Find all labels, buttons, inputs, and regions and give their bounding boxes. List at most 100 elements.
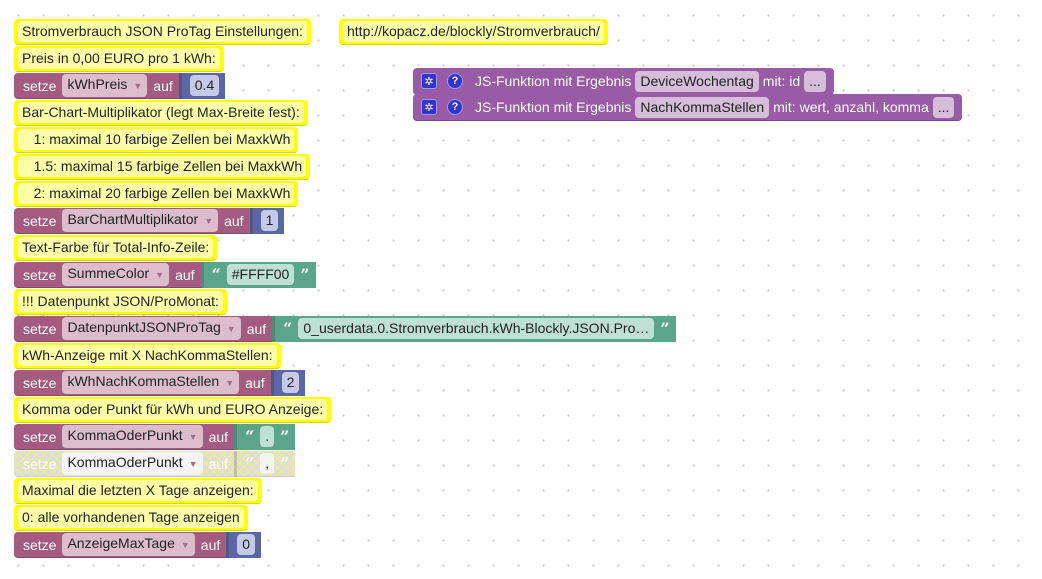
to-keyword: auf [153, 77, 173, 94]
variable-name: KommaOderPunkt [67, 427, 183, 443]
dropdown-arrow-icon: ▼ [188, 459, 198, 469]
text-block[interactable]: “, ” [234, 450, 295, 477]
comment-text[interactable]: Maximal die letzten X Tage anzeigen: [18, 480, 258, 501]
comment-text[interactable]: Text-Farbe für Total-Info-Zeile: [18, 237, 214, 258]
text-field[interactable]: #FFFF00 [226, 264, 295, 285]
variable-name: kWhNachKommaStellen [67, 373, 220, 389]
comment-text[interactable]: http://kopacz.de/blockly/Stromverbrauch/ [343, 21, 604, 42]
text-block[interactable]: “. ” [234, 423, 296, 450]
number-block[interactable]: 2 [270, 369, 306, 396]
function-params: mit: wert, anzahl, komma [773, 99, 929, 115]
open-quote-icon: “ [245, 454, 255, 473]
text-block[interactable]: “ #FFFF00 ” [200, 261, 316, 288]
set-keyword: setze [23, 212, 57, 229]
comment-text[interactable]: 1.5: maximal 15 farbige Zellen bei MaxkW… [18, 156, 307, 177]
close-quote-icon: ” [300, 265, 310, 284]
comment-text[interactable]: Stromverbrauch JSON ProTag Einstellungen… [18, 21, 307, 42]
variable-name: DatenpunktJSONProTag [67, 319, 221, 335]
to-keyword: auf [208, 455, 229, 472]
variable-dropdown[interactable]: kWhPreis ▼ [62, 74, 148, 97]
variable-dropdown[interactable]: BarChartMultiplikator ▼ [62, 209, 219, 232]
set-keyword: setze [23, 266, 57, 283]
comment-block[interactable]: Stromverbrauch JSON ProTag Einstellungen… [14, 19, 311, 45]
comment-block[interactable]: Komma oder Punkt für kWh und EURO Anzeig… [14, 397, 332, 423]
variable-dropdown[interactable]: KommaOderPunkt ▼ [62, 425, 203, 448]
comment-text[interactable]: 1: maximal 10 farbige Zellen bei MaxkWh [18, 129, 295, 150]
comment-text[interactable]: Bar-Chart-Multiplikator (legt Max-Breite… [18, 102, 304, 123]
number-block[interactable]: 1 [249, 207, 285, 234]
comment-block[interactable]: 2: maximal 20 farbige Zellen bei MaxkWh [14, 181, 299, 207]
comment-block[interactable]: Text-Farbe für Total-Info-Zeile: [14, 235, 218, 261]
text-field[interactable]: 0_userdata.0.Stromverbrauch.kWh-Blockly.… [298, 318, 655, 339]
variable-dropdown[interactable]: SummeColor ▼ [62, 263, 170, 286]
variable-name: AnzeigeMaxTage [67, 535, 175, 551]
to-keyword: auf [245, 374, 265, 391]
to-keyword: auf [175, 266, 195, 283]
comment-block[interactable]: 1.5: maximal 15 farbige Zellen bei MaxkW… [14, 154, 311, 180]
comment-block[interactable]: 0: alle vorhandenen Tage anzeigen [14, 505, 248, 531]
function-more-button[interactable]: ... [932, 96, 955, 118]
set-variable-block[interactable]: setze BarChartMultiplikator ▼ auf 1 [14, 207, 285, 234]
comment-text[interactable]: 0: alle vorhandenen Tage anzeigen [18, 507, 244, 528]
function-name-field[interactable]: NachKommaStellen [635, 96, 770, 118]
comment-text[interactable]: Preis in 0,00 EURO pro 1 kWh: [18, 48, 220, 69]
number-block[interactable]: 0 [226, 531, 262, 558]
text-block[interactable]: “ 0_userdata.0.Stromverbrauch.kWh-Blockly… [272, 315, 676, 342]
gear-icon[interactable]: ✲ [421, 99, 437, 115]
variable-dropdown[interactable]: kWhNachKommaStellen ▼ [62, 371, 240, 394]
comment-block[interactable]: Maximal die letzten X Tage anzeigen: [14, 478, 262, 504]
number-field[interactable]: 0 [237, 534, 256, 555]
comment-block-url[interactable]: http://kopacz.de/blockly/Stromverbrauch/ [339, 19, 608, 45]
function-more-button[interactable]: ... [804, 70, 826, 92]
dropdown-arrow-icon: ▼ [188, 432, 198, 442]
set-variable-block[interactable]: setze KommaOderPunkt ▼ auf “. ” [14, 423, 296, 450]
js-function-nachkommastellen[interactable]: ✲ ? JS-Funktion mit Ergebnis NachKommaSt… [413, 94, 963, 121]
function-name-field[interactable]: DeviceWochentag [635, 70, 759, 92]
comment-text[interactable]: !!! Datenpunkt JSON/ProMonat: [18, 291, 223, 312]
set-keyword: setze [23, 455, 57, 472]
set-variable-block[interactable]: setze DatenpunktJSONProTag ▼ auf “ 0_userd… [14, 315, 676, 342]
set-keyword: setze [23, 428, 57, 445]
number-field[interactable]: 2 [281, 372, 300, 393]
set-keyword: setze [23, 374, 57, 391]
function-label: JS-Funktion mit Ergebnis [475, 73, 632, 89]
set-keyword: setze [23, 536, 57, 553]
set-variable-block[interactable]: setze kWhNachKommaStellen ▼ auf 2 [14, 369, 306, 396]
js-function-devicewochentag[interactable]: ✲ ? JS-Funktion mit Ergebnis DeviceWoche… [413, 68, 834, 95]
set-variable-block-disabled[interactable]: setze KommaOderPunkt ▼ auf “, ” [14, 450, 296, 477]
variable-dropdown[interactable]: AnzeigeMaxTage ▼ [62, 533, 195, 556]
open-quote-icon: “ [211, 265, 221, 284]
dropdown-arrow-icon: ▼ [180, 540, 190, 550]
comment-block[interactable]: 1: maximal 10 farbige Zellen bei MaxkWh [14, 127, 299, 153]
help-icon[interactable]: ? [447, 73, 463, 89]
set-variable-block[interactable]: setze AnzeigeMaxTage ▼ auf 0 [14, 531, 262, 558]
function-label: JS-Funktion mit Ergebnis [475, 99, 632, 115]
comment-text[interactable]: kWh-Anzeige mit X NachKommaStellen: [18, 345, 277, 366]
dropdown-arrow-icon: ▼ [225, 378, 235, 388]
open-quote-icon: “ [283, 319, 293, 338]
variable-name: BarChartMultiplikator [67, 211, 199, 227]
open-quote-icon: “ [245, 427, 255, 446]
variable-dropdown[interactable]: DatenpunktJSONProTag ▼ [62, 317, 241, 340]
gear-icon[interactable]: ✲ [421, 73, 437, 89]
to-keyword: auf [224, 212, 244, 229]
to-keyword: auf [246, 320, 267, 337]
help-icon[interactable]: ? [447, 99, 463, 115]
comment-block[interactable]: Bar-Chart-Multiplikator (legt Max-Breite… [14, 100, 308, 126]
dropdown-arrow-icon: ▼ [204, 216, 214, 226]
comment-block[interactable]: Preis in 0,00 EURO pro 1 kWh: [14, 46, 224, 72]
comment-block[interactable]: !!! Datenpunkt JSON/ProMonat: [14, 289, 227, 315]
number-field[interactable]: 1 [260, 210, 279, 231]
number-field[interactable]: 0.4 [189, 75, 220, 96]
text-field[interactable]: . [260, 426, 275, 447]
comment-text[interactable]: 2: maximal 20 farbige Zellen bei MaxkWh [18, 183, 295, 204]
text-field[interactable]: , [260, 453, 275, 474]
comment-block[interactable]: kWh-Anzeige mit X NachKommaStellen: [14, 343, 281, 369]
comment-text[interactable]: Komma oder Punkt für kWh und EURO Anzeig… [18, 399, 328, 420]
function-params: mit: id [762, 73, 801, 89]
dropdown-arrow-icon: ▼ [226, 324, 236, 334]
set-variable-block[interactable]: setze kWhPreis ▼ auf 0.4 [14, 72, 226, 99]
set-variable-block[interactable]: setze SummeColor ▼ auf “ #FFFF00 ” [14, 261, 316, 288]
variable-dropdown[interactable]: KommaOderPunkt ▼ [62, 452, 203, 475]
number-block[interactable]: 0.4 [178, 72, 226, 99]
